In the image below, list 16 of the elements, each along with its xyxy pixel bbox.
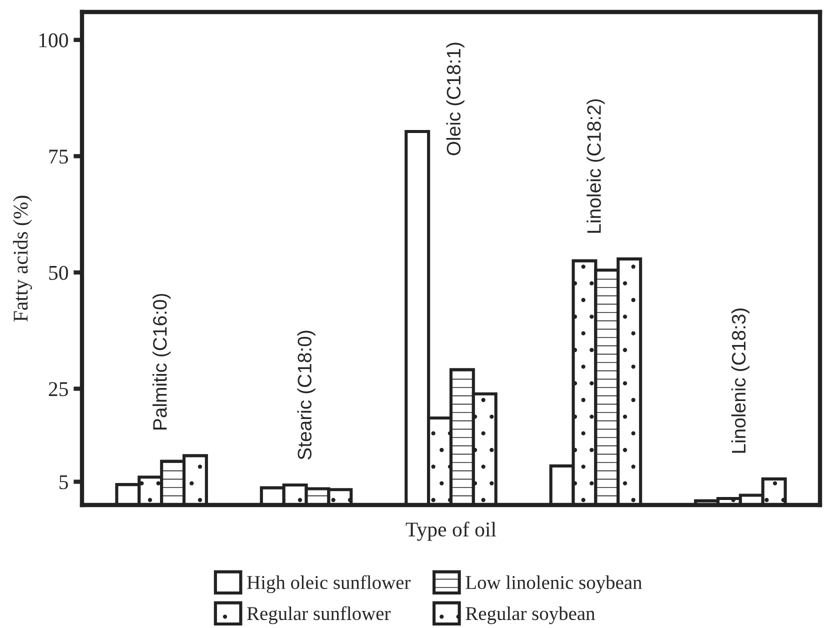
- x-tick-label: Linoleic (C18:2): [586, 99, 605, 233]
- x-tick-label: Linolenic (C18:3): [731, 308, 750, 453]
- y-tick-label: 25: [48, 382, 68, 396]
- y-tick-label: 100: [39, 33, 68, 48]
- legend-label: Regular soybean: [466, 606, 595, 624]
- x-tick-label: Oleic (C18:1): [446, 42, 464, 156]
- x-tick-label: Palmitic (C16:0): [152, 294, 171, 430]
- legend-label: Low linolenic soybean: [466, 575, 642, 594]
- x-tick-label: Stearic (C18:0): [297, 330, 316, 460]
- y-tick-label: 75: [49, 150, 68, 164]
- y-tick-label: 50: [49, 266, 68, 280]
- y-tick-label: 5: [60, 475, 68, 490]
- legend-label: High oleic sunflower: [247, 575, 411, 594]
- x-axis-title: Type of oil: [406, 522, 496, 541]
- legend-label: Regular sunflower: [247, 606, 391, 624]
- y-axis-title: Fatty acids (%): [13, 196, 32, 322]
